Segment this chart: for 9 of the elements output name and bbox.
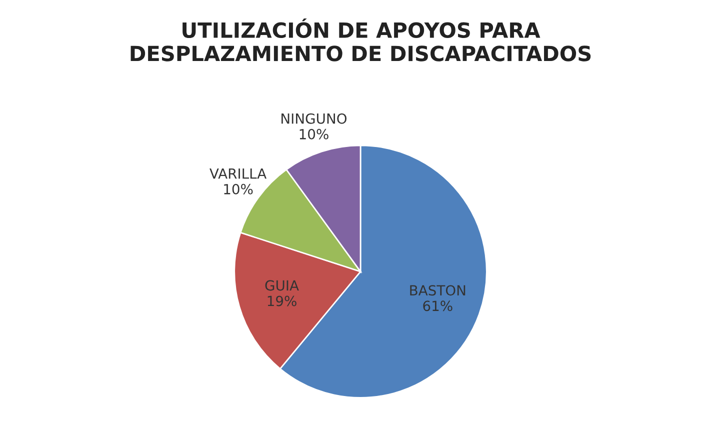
data-label: 10% xyxy=(300,128,328,140)
slice-label: NINGUNO xyxy=(282,113,347,124)
slice-label: BASTON xyxy=(410,285,466,296)
data-label: 61% xyxy=(423,300,452,312)
slice-label: GUIA xyxy=(265,280,299,291)
slice-label: VARILLA xyxy=(210,168,266,179)
data-label: 19% xyxy=(268,296,296,306)
data-label: 10% xyxy=(224,184,253,194)
chart-title: UTILIZACIÓN DE APOYOS PARA DESPLAZAMIENTO DE DISCAPACITADOS xyxy=(130,18,591,62)
